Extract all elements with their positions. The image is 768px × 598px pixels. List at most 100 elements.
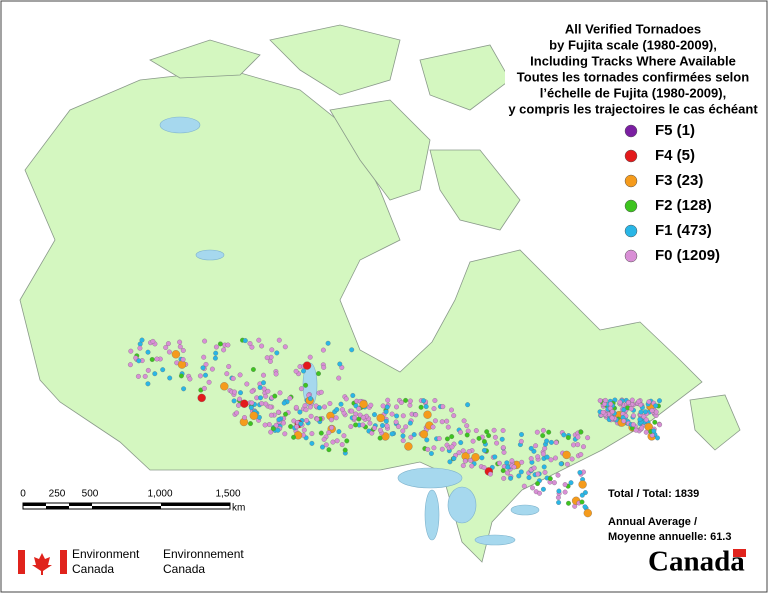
tornado-dot <box>333 415 339 421</box>
tornado-dot <box>275 409 281 415</box>
tornado-dot <box>307 396 313 402</box>
tornado-dot <box>537 490 542 496</box>
tornado-dot <box>535 471 541 477</box>
tornado-dot <box>273 371 279 377</box>
tornado-dot <box>202 338 208 344</box>
tornado-dot <box>212 355 218 361</box>
tornado-dot <box>230 376 236 381</box>
tornado-dot <box>177 339 183 345</box>
lake <box>447 486 477 524</box>
tornado-dot <box>526 475 532 481</box>
tornado-dot <box>213 350 219 356</box>
tornado-dot <box>569 456 575 462</box>
tornado-dot <box>639 425 645 431</box>
tornado-dot <box>320 444 325 450</box>
tornado-dot <box>329 425 335 431</box>
tornado-dot <box>348 424 354 429</box>
tornado-dot <box>407 402 413 408</box>
tornado-dot <box>154 356 160 362</box>
tornado-dot <box>636 398 642 404</box>
tornado-dot <box>249 411 258 420</box>
tornado-dot <box>403 424 409 430</box>
tornado-dot <box>643 429 649 435</box>
tornado-dot <box>197 373 203 379</box>
tornado-dot <box>281 400 287 406</box>
tornado-dot <box>270 426 276 432</box>
tornado-dot <box>400 433 406 439</box>
tornado-dot <box>321 436 327 442</box>
tornado-dot <box>425 446 431 452</box>
tornado-dot <box>649 408 655 414</box>
scale-labels: 0 250 500 1,000 1,500 <box>20 489 241 500</box>
tornado-dot <box>653 409 659 415</box>
tornado-dot <box>578 480 587 489</box>
tornado-dot <box>657 398 662 404</box>
title-line: y compris les trajectoires le cas échéan… <box>508 101 758 116</box>
tornado-dot <box>376 413 385 423</box>
tornado-dot <box>294 424 300 430</box>
tornado-dot <box>464 423 470 429</box>
tornado-dot <box>562 489 568 495</box>
legend-marker <box>624 249 638 263</box>
total: Total / Total: 1839 <box>608 488 699 500</box>
island <box>419 44 511 111</box>
scale-segment <box>161 503 230 506</box>
tornado-dot <box>436 436 442 441</box>
tornado-dot <box>145 349 151 355</box>
tornado-dot <box>236 402 241 408</box>
tornado-dot <box>276 337 282 343</box>
tornado-dot <box>206 379 212 385</box>
tornado-dot <box>568 480 574 486</box>
tornado-dot <box>562 450 571 460</box>
tornado-dot <box>389 411 395 417</box>
lakes <box>159 116 540 546</box>
tornado-dot <box>631 413 636 419</box>
tornado-dot <box>201 385 207 391</box>
tornado-dot <box>339 407 345 413</box>
tornado-dot <box>232 389 237 395</box>
tornado-dot <box>511 464 517 470</box>
scale-tick-label: 500 <box>82 489 99 500</box>
tornado-dot <box>621 407 627 413</box>
agency-en: Environment <box>72 547 140 561</box>
tornado-dot <box>400 438 406 444</box>
tornado-dot <box>461 418 467 424</box>
tornado-dot <box>341 433 347 439</box>
tornado-dot <box>551 480 557 486</box>
tornado-dot <box>460 448 466 454</box>
tornado-dot <box>494 440 500 446</box>
tornado-dot <box>556 488 562 494</box>
tornado-dot <box>287 395 293 401</box>
tornado-dot <box>258 395 263 401</box>
tornado-dot <box>578 452 584 457</box>
tornado-dot <box>318 389 324 395</box>
tornado-dot <box>383 409 389 415</box>
tornado-dot <box>177 344 183 350</box>
tornado-dot <box>203 361 209 367</box>
tornado-dot <box>540 486 546 492</box>
tornado-dot <box>282 344 288 350</box>
tornado-dot <box>282 431 288 437</box>
tornado-dot <box>458 440 464 446</box>
tornado-dot <box>403 397 409 403</box>
tornado-dot <box>249 388 255 394</box>
tornado-dot <box>642 409 648 415</box>
tornado-dot <box>500 468 506 474</box>
tornado-dot <box>651 428 657 434</box>
tornado-dot <box>533 443 539 449</box>
tornado-dot <box>171 350 181 359</box>
tornado-dot <box>283 411 288 417</box>
tornado-dot <box>562 482 568 488</box>
tornado-dot <box>633 427 639 433</box>
tornado-dot <box>336 429 342 435</box>
tornado-dot <box>553 440 559 445</box>
tornado-dot <box>384 404 390 410</box>
tornado-dot <box>544 454 550 460</box>
tornado-dot <box>625 400 631 406</box>
tornado-dot <box>325 340 331 346</box>
tornado-dot <box>565 435 571 441</box>
tornado-dot <box>385 397 391 403</box>
tornado-dot <box>201 354 207 360</box>
